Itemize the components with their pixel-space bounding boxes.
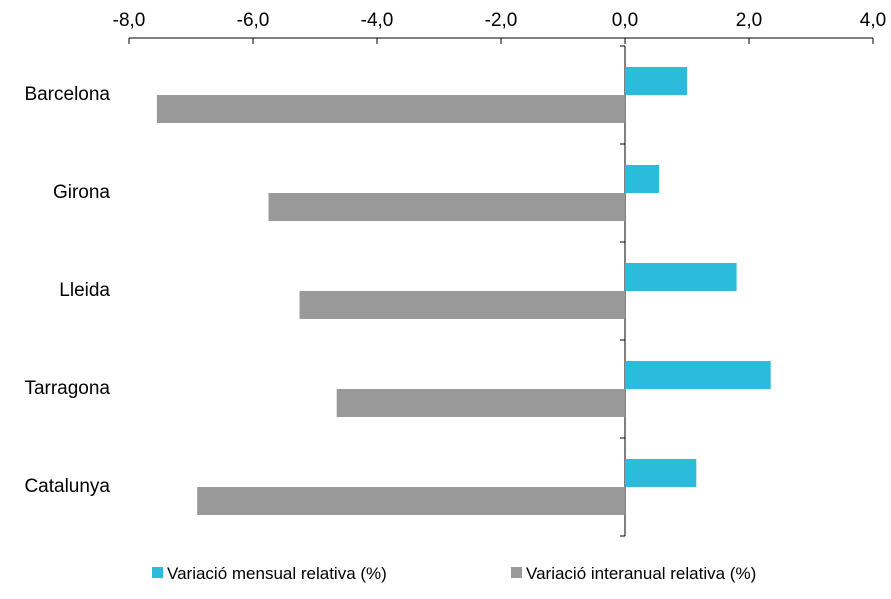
bar-interanual-catalunya [197, 487, 625, 515]
x-tick-label: 0,0 [612, 10, 638, 31]
bar-interanual-lleida [299, 291, 625, 319]
bar-interanual-girona [268, 193, 625, 221]
bar-interanual-tarragona [336, 389, 625, 417]
legend-swatch [152, 567, 163, 578]
category-label: Girona [53, 182, 110, 203]
category-label: Tarragona [24, 378, 110, 399]
x-tick-label: -6,0 [237, 10, 270, 31]
x-tick-label: -8,0 [113, 10, 146, 31]
x-tick-label: -4,0 [361, 10, 394, 31]
x-tick-label: 4,0 [860, 10, 886, 31]
category-label: Catalunya [24, 476, 110, 497]
category-label: Barcelona [24, 84, 110, 105]
bar-mensual-girona [625, 165, 660, 193]
legend-swatch [511, 567, 522, 578]
legend-label: Variació interanual relativa (%) [526, 564, 756, 583]
bar-mensual-lleida [625, 263, 737, 291]
x-tick-label: -2,0 [485, 10, 518, 31]
bar-mensual-barcelona [625, 67, 687, 95]
x-tick-label: 2,0 [736, 10, 762, 31]
bar-interanual-barcelona [156, 95, 625, 123]
bar-mensual-catalunya [625, 459, 697, 487]
bar-mensual-tarragona [625, 361, 771, 389]
category-label: Lleida [59, 280, 110, 301]
legend-label: Variació mensual relativa (%) [167, 564, 387, 583]
